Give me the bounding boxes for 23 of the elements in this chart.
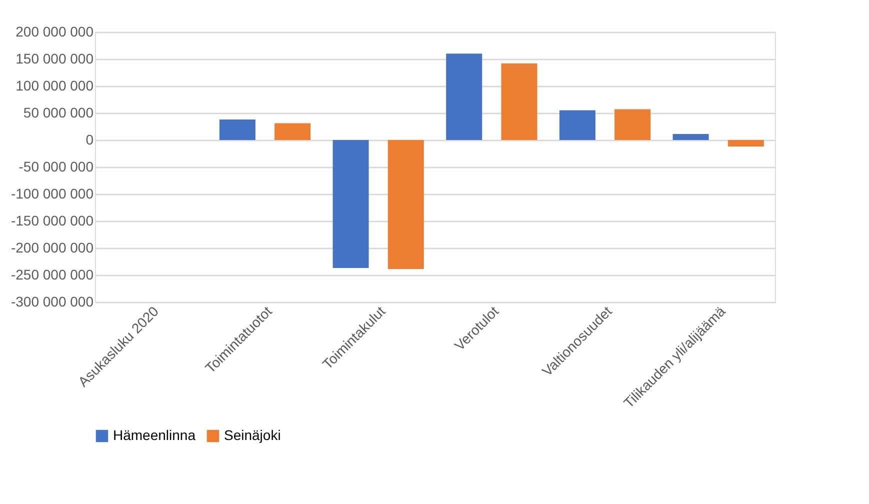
bar <box>332 140 369 268</box>
bar <box>728 140 764 146</box>
y-tick-label: 200 000 000 <box>16 24 94 40</box>
bar <box>672 134 709 140</box>
y-tick-label: 150 000 000 <box>16 50 94 66</box>
bar <box>559 110 596 140</box>
y-tick-label: -150 000 000 <box>10 212 94 228</box>
bar <box>388 140 424 270</box>
bar <box>219 119 256 140</box>
bar <box>501 63 538 140</box>
y-tick-label: 100 000 000 <box>16 78 94 94</box>
bar <box>274 123 311 140</box>
legend-label: Hämeenlinna <box>113 427 196 443</box>
legend-label: Seinäjoki <box>224 427 281 443</box>
y-tick-label: -250 000 000 <box>10 266 94 282</box>
y-tick-label: -200 000 000 <box>10 240 94 256</box>
y-tick-label: -100 000 000 <box>10 186 94 202</box>
bar <box>446 54 482 140</box>
bar <box>614 109 651 140</box>
y-tick-label: 0 <box>86 132 94 148</box>
y-tick-label: -300 000 000 <box>10 294 94 310</box>
y-tick-label: 50 000 000 <box>23 104 94 120</box>
y-tick-label: -50 000 000 <box>18 158 94 174</box>
